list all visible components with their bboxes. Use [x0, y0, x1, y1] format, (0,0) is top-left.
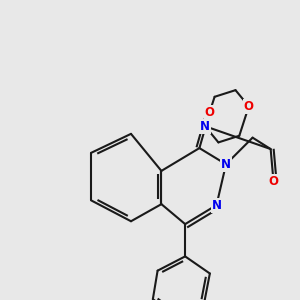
- Text: N: N: [200, 120, 210, 133]
- Text: O: O: [205, 106, 215, 118]
- Text: O: O: [244, 100, 254, 113]
- Text: N: N: [221, 158, 231, 171]
- Text: N: N: [212, 199, 221, 212]
- Text: O: O: [268, 175, 278, 188]
